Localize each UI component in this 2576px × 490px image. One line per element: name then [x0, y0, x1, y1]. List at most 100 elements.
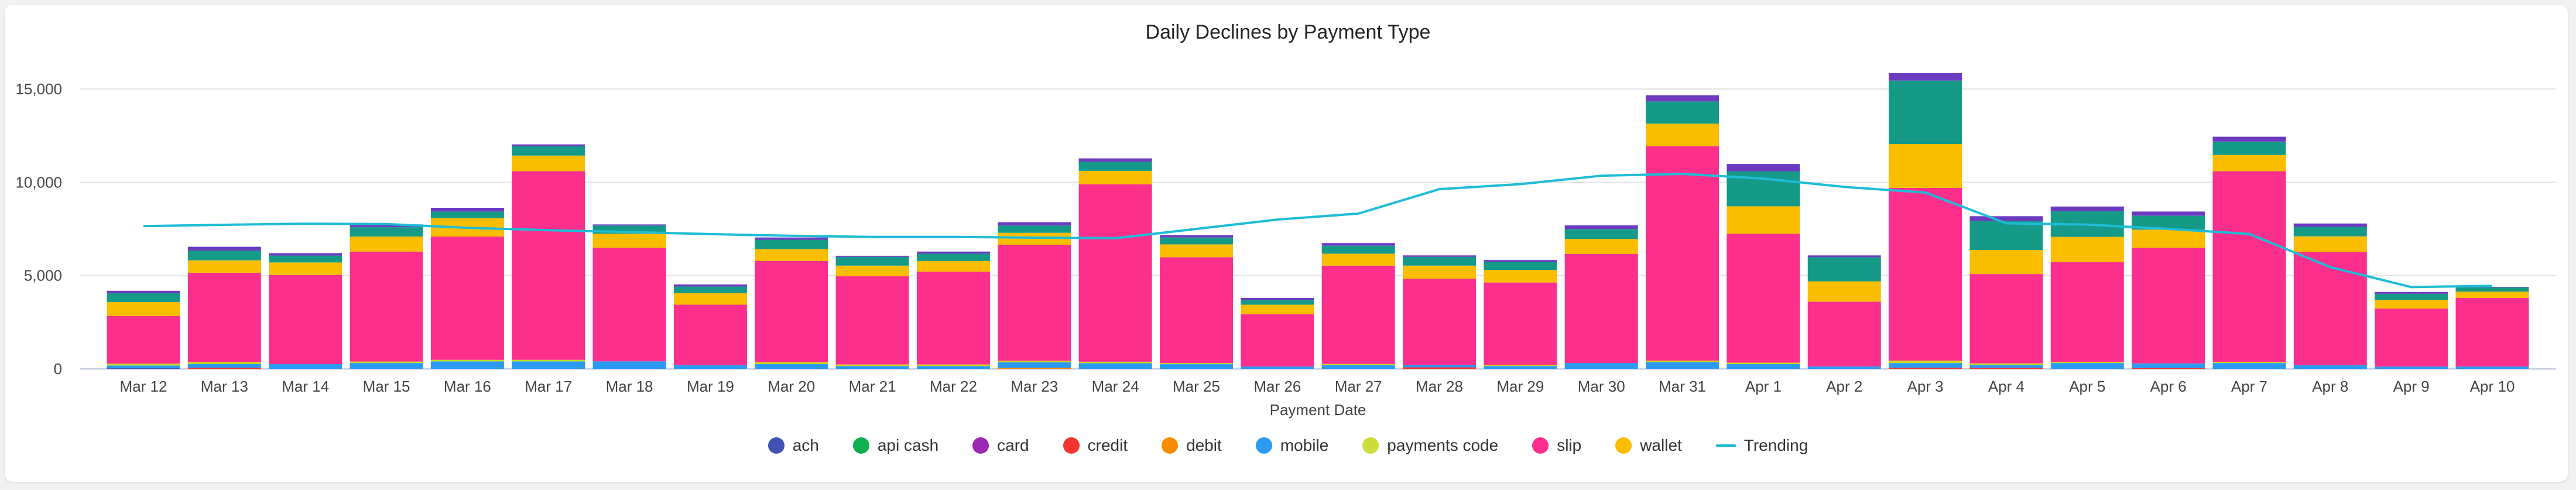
bar-segment-api_cash[interactable] — [755, 239, 828, 249]
bar-segment-api_cash[interactable] — [269, 255, 342, 263]
bar-segment-slip[interactable] — [1484, 282, 1557, 365]
bar-segment-api_cash[interactable] — [916, 253, 990, 261]
bar-segment-wallet[interactable] — [916, 261, 990, 272]
bar-segment-slip[interactable] — [2132, 248, 2205, 364]
bar-segment-mobile[interactable] — [350, 363, 423, 369]
bar-segment-card[interactable] — [2212, 136, 2286, 142]
bar-stack[interactable] — [1889, 73, 1962, 369]
legend-item-payments_code[interactable]: payments code — [1362, 436, 1498, 455]
bar-segment-slip[interactable] — [998, 245, 1071, 361]
bar-segment-card[interactable] — [998, 222, 1071, 226]
bar-segment-wallet[interactable] — [592, 234, 666, 248]
bar-stack[interactable] — [107, 290, 180, 369]
bar-segment-wallet[interactable] — [350, 237, 423, 252]
bar-segment-slip[interactable] — [1564, 254, 1638, 364]
bar-segment-payments_code[interactable] — [1159, 363, 1233, 365]
bar-segment-wallet[interactable] — [269, 262, 342, 275]
bar-stack[interactable] — [673, 284, 747, 369]
bar-segment-slip[interactable] — [1321, 265, 1395, 364]
bar-segment-mobile[interactable] — [1484, 366, 1557, 369]
bar-segment-slip[interactable] — [1159, 257, 1233, 364]
bar-segment-api_cash[interactable] — [1807, 257, 1881, 282]
bar-segment-slip[interactable] — [1403, 279, 1477, 365]
bar-segment-card[interactable] — [512, 144, 585, 146]
bar-segment-api_cash[interactable] — [1889, 80, 1962, 145]
bar-stack[interactable] — [512, 144, 585, 369]
bar-stack[interactable] — [2293, 223, 2367, 369]
bar-stack[interactable] — [2050, 206, 2124, 369]
bar-segment-mobile[interactable] — [1889, 363, 1962, 368]
bar-stack[interactable] — [1969, 216, 2043, 369]
bar-segment-card[interactable] — [1646, 95, 1719, 102]
bar-stack[interactable] — [430, 207, 504, 369]
bar-stack[interactable] — [187, 246, 261, 369]
bar-segment-wallet[interactable] — [1889, 144, 1962, 188]
bar-segment-payments_code[interactable] — [430, 359, 504, 362]
bar-segment-payments_code[interactable] — [1969, 363, 2043, 365]
bar-segment-card[interactable] — [1564, 225, 1638, 229]
bar-segment-api_cash[interactable] — [2455, 287, 2529, 292]
bar-segment-mobile[interactable] — [2212, 363, 2286, 369]
bar-stack[interactable] — [2212, 136, 2286, 369]
bar-segment-card[interactable] — [835, 255, 909, 257]
bar-segment-slip[interactable] — [755, 261, 828, 362]
bar-segment-api_cash[interactable] — [2293, 227, 2367, 237]
bar-segment-card[interactable] — [916, 251, 990, 254]
bar-segment-slip[interactable] — [107, 316, 180, 364]
bar-segment-api_cash[interactable] — [350, 227, 423, 237]
bar-segment-mobile[interactable] — [592, 361, 666, 369]
bar-segment-slip[interactable] — [1889, 187, 1962, 361]
bar-segment-api_cash[interactable] — [1646, 101, 1719, 124]
bar-segment-api_cash[interactable] — [673, 286, 747, 293]
bar-segment-wallet[interactable] — [1564, 239, 1638, 255]
bar-segment-wallet[interactable] — [1321, 253, 1395, 266]
bar-segment-slip[interactable] — [673, 304, 747, 365]
bar-segment-card[interactable] — [1078, 158, 1152, 162]
bar-segment-card[interactable] — [350, 224, 423, 228]
legend-item-wallet[interactable]: wallet — [1615, 436, 1682, 455]
bar-segment-mobile[interactable] — [187, 364, 261, 368]
legend-item-ach[interactable]: ach — [768, 436, 819, 455]
bar-segment-card[interactable] — [673, 284, 747, 287]
bar-segment-payments_code[interactable] — [1727, 362, 1800, 365]
bar-stack[interactable] — [2455, 287, 2529, 369]
bar-segment-mobile[interactable] — [835, 366, 909, 369]
bar-stack[interactable] — [1159, 235, 1233, 369]
bar-segment-wallet[interactable] — [1403, 265, 1477, 279]
bar-segment-slip[interactable] — [187, 272, 261, 362]
bar-segment-payments_code[interactable] — [2050, 362, 2124, 364]
bar-segment-wallet[interactable] — [1241, 304, 1314, 314]
bar-segment-slip[interactable] — [430, 237, 504, 360]
bar-segment-api_cash[interactable] — [1321, 245, 1395, 254]
bar-segment-api_cash[interactable] — [1564, 229, 1638, 239]
bar-segment-wallet[interactable] — [1078, 170, 1152, 184]
bar-segment-slip[interactable] — [1241, 314, 1314, 367]
bar-stack[interactable] — [1484, 260, 1557, 369]
bar-segment-mobile[interactable] — [269, 364, 342, 369]
bar-segment-card[interactable] — [1807, 255, 1881, 258]
bar-stack[interactable] — [350, 224, 423, 369]
bar-segment-card[interactable] — [1727, 164, 1800, 172]
bar-stack[interactable] — [1727, 164, 1800, 369]
bar-segment-payments_code[interactable] — [835, 364, 909, 366]
bar-segment-card[interactable] — [1403, 255, 1477, 257]
bar-segment-api_cash[interactable] — [2212, 141, 2286, 155]
bar-segment-mobile[interactable] — [998, 362, 1071, 368]
bar-segment-mobile[interactable] — [1241, 366, 1314, 369]
bar-stack[interactable] — [755, 237, 828, 369]
bar-segment-payments_code[interactable] — [916, 364, 990, 366]
bar-segment-wallet[interactable] — [1969, 250, 2043, 275]
bar-segment-wallet[interactable] — [512, 155, 585, 172]
bar-segment-card[interactable] — [755, 237, 828, 240]
bar-segment-mobile[interactable] — [1403, 365, 1477, 368]
bar-segment-payments_code[interactable] — [1078, 361, 1152, 364]
bar-segment-payments_code[interactable] — [1484, 365, 1557, 366]
bar-segment-slip[interactable] — [2293, 252, 2367, 365]
bar-segment-mobile[interactable] — [2050, 363, 2124, 369]
bar-segment-mobile[interactable] — [2455, 366, 2529, 369]
bar-segment-wallet[interactable] — [1646, 124, 1719, 146]
legend-item-api_cash[interactable]: api cash — [852, 436, 938, 455]
bar-stack[interactable] — [916, 251, 990, 369]
bar-segment-mobile[interactable] — [512, 361, 585, 369]
bar-segment-slip[interactable] — [1646, 146, 1719, 361]
